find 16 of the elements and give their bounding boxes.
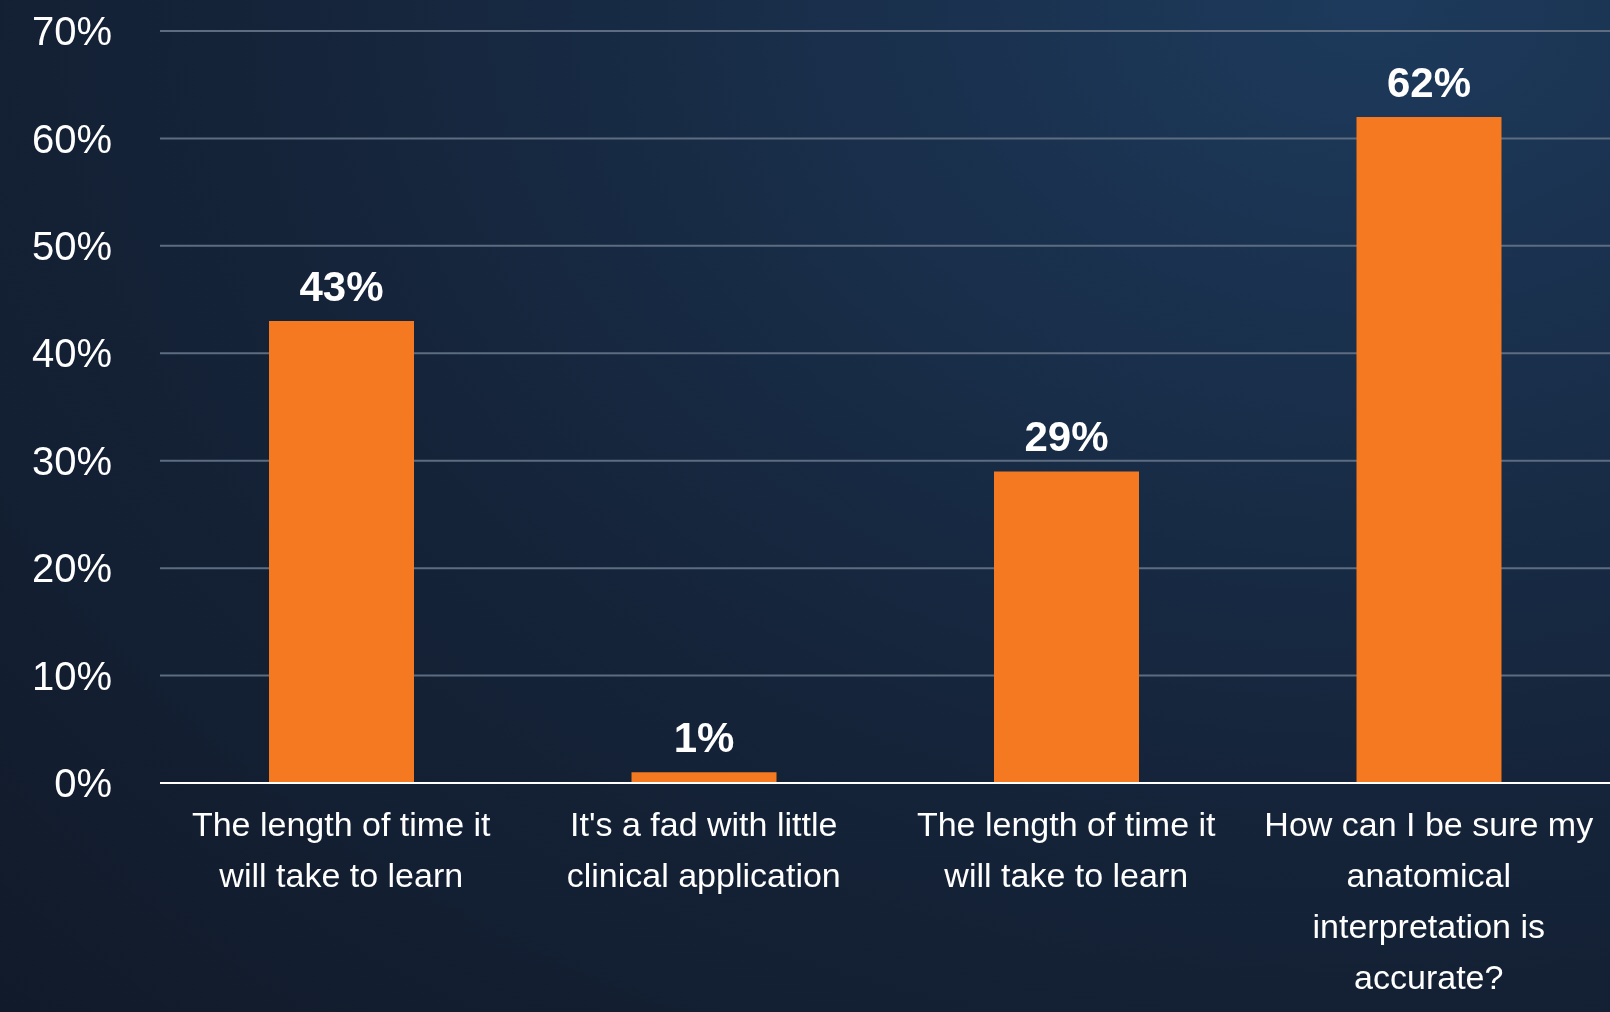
y-tick-label: 60%	[31, 116, 112, 161]
y-tick-label: 50%	[31, 224, 112, 269]
data-label: 1%	[673, 714, 735, 762]
data-label: 43%	[299, 263, 384, 311]
y-tick-label: 30%	[31, 438, 112, 483]
y-tick-label: 0%	[54, 761, 112, 806]
y-tick-label: 40%	[31, 331, 112, 376]
y-tick-label: 70%	[31, 9, 112, 54]
x-tick-label: It's a fad with little clinical application	[566, 804, 841, 894]
y-tick-label: 10%	[31, 653, 112, 698]
x-tick-label: How can I be sure my anatomical interpretation is accurate?	[1264, 804, 1594, 996]
data-label: 29%	[1024, 413, 1109, 461]
x-tick-label: The length of time it will take to learn	[191, 804, 492, 894]
x-tick-label: The length of time it will take to learn	[916, 804, 1217, 894]
data-label: 62%	[1386, 58, 1472, 106]
y-tick-label: 20%	[31, 546, 112, 591]
